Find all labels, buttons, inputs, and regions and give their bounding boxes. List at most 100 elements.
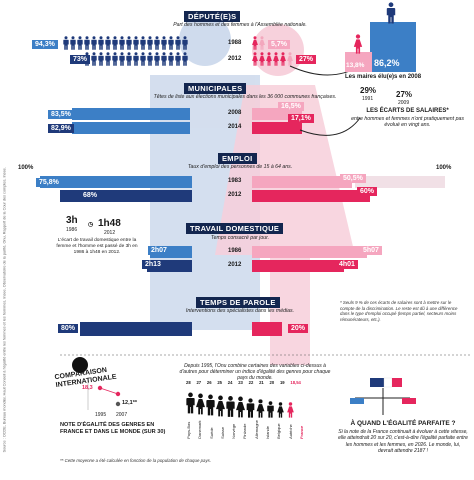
score: 22	[248, 380, 254, 385]
ecart-text: L'écart de travail domestique entre la f…	[56, 238, 138, 255]
travail-women-2012: 4h01	[336, 260, 358, 269]
country-label: Norvège	[231, 423, 237, 439]
score: 27	[196, 380, 202, 385]
row-emploi-women	[252, 176, 445, 202]
maires-men-value: 86,2%	[374, 58, 400, 68]
row-parole-women	[252, 322, 282, 336]
arrow-municipales	[299, 117, 361, 136]
ecart-2012-year: 2012	[104, 230, 116, 236]
municipales-women-2014: 17,1%	[288, 114, 314, 123]
scale-icon	[350, 377, 416, 415]
ecart-2012-value: 1h48	[98, 218, 121, 229]
deputees-women-2012: 27%	[296, 55, 317, 64]
score: 24	[227, 380, 233, 385]
country-label: Suède	[208, 427, 214, 439]
row-municipales-men	[72, 108, 190, 134]
emploi-men-2012: 68%	[80, 191, 101, 200]
emploi-100-left: 100%	[18, 165, 34, 171]
subtitle-emploi: Taux d'emploi des personnes de 15 à 64 a…	[187, 164, 293, 170]
salaires-1991-value: 29%	[360, 86, 377, 95]
country-label: Belgique	[276, 423, 282, 439]
country-label: France	[298, 425, 304, 439]
egalite-text: Si la note de la France continuait à évo…	[338, 429, 468, 454]
score: 26	[206, 380, 212, 385]
country-people-chart	[186, 392, 294, 418]
country-label: Pays-Bas	[186, 421, 191, 439]
comparison-2007-year: 2007	[116, 412, 128, 418]
section-title-municipales: MUNICIPALES	[184, 83, 247, 94]
row-parole-men	[80, 322, 192, 336]
salaires-1991-year: 1991	[362, 96, 374, 102]
year-travail-2012: 2012	[228, 262, 242, 268]
subtitle-parole: Interventions des spécialistes dans les …	[185, 308, 295, 314]
ecart-1986-year: 1986	[66, 227, 78, 233]
country-label: Allemagne	[253, 420, 259, 439]
year-deputees-1988: 1988	[228, 40, 242, 46]
score: 20	[269, 380, 275, 385]
source-credit: Source : OCDE, Bureau mondial, Haut Cons…	[2, 167, 7, 453]
maires-women-value: 13,8%	[346, 62, 365, 69]
year-deputees-2012: 2012	[228, 56, 242, 62]
comparison-intro: Depuis 1995, l'Onu combine certaines des…	[179, 363, 331, 381]
emploi-women-1983: 50,5%	[340, 174, 366, 183]
travail-men-1986: 2h07	[148, 246, 170, 255]
travail-men-2012: 2h13	[142, 260, 164, 269]
country-labels: Pays-Bas Danemark Suède Suisse Norvège F…	[186, 420, 304, 439]
row-deputees-men-1988	[63, 36, 188, 50]
ecart-1986-value: 3h	[66, 215, 78, 226]
section-title-travail: TRAVAIL DOMESTIQUE	[186, 223, 284, 234]
year-emploi-2012: 2012	[228, 192, 242, 198]
comparison-1995-value: 18,3	[82, 385, 93, 391]
section-title-emploi: EMPLOI	[218, 153, 257, 164]
maires-podium	[345, 2, 416, 72]
comparison-footnote: ** Cette moyenne a été calculée en fonct…	[60, 458, 212, 463]
subtitle-municipales: Têtes de liste aux élections municipales…	[153, 94, 337, 100]
year-municipales-2014: 2014	[228, 124, 242, 130]
country-label: Islande	[265, 426, 271, 439]
year-municipales-2008: 2008	[228, 110, 242, 116]
score: 23	[238, 380, 243, 385]
score: 28	[186, 380, 191, 385]
country-scores: 28 27 26 25 24 23 22 21 20 19 18,54	[186, 380, 301, 385]
salaires-2009-value: 27%	[396, 90, 413, 99]
emploi-men-1983: 75,8%	[36, 178, 62, 187]
deputees-women-1988: 5,7%	[268, 40, 290, 49]
clock-icon: ◷	[88, 222, 94, 228]
municipales-men-2008: 83,5%	[48, 110, 74, 119]
municipales-women-2008: 16,5%	[278, 102, 304, 111]
score: 25	[217, 380, 222, 385]
parole-women-value: 20%	[288, 324, 309, 333]
salaires-title: LES ÉCARTS DE SALAIRES*	[366, 108, 449, 114]
deputees-men-2012: 73%	[70, 55, 91, 64]
section-title-parole: TEMPS DE PAROLE	[196, 297, 280, 308]
emploi-women-2012: 60%	[357, 187, 378, 196]
salaires-text: entre hommes et femmes n'ont pratiquemen…	[351, 116, 464, 128]
country-label: Finlande	[242, 423, 248, 439]
row-travail-women	[252, 246, 367, 272]
travail-women-1986: 5h07	[360, 246, 382, 255]
year-travail-1986: 1986	[228, 248, 242, 254]
maires-caption: Les maires élu(e)s en 2008	[345, 74, 422, 80]
subtitle-deputees: Part des hommes et des femmes à l'Assemb…	[173, 22, 307, 28]
row-deputees-men-2012	[84, 52, 188, 66]
municipales-men-2014: 82,9%	[48, 124, 74, 133]
comparison-1995-year: 1995	[95, 412, 107, 418]
parole-men-value: 80%	[58, 324, 79, 333]
comparison-line-chart	[87, 380, 121, 410]
comparison-caption: NOTE D'ÉGALITÉ DES GENRES EN FRANCE ET D…	[60, 422, 166, 435]
salaires-2009-year: 2009	[398, 100, 410, 106]
subtitle-travail: Temps consacré par jour.	[210, 235, 270, 241]
score: 19	[279, 380, 285, 385]
country-label: Autriche	[287, 424, 293, 439]
egalite-title: À QUAND L'ÉGALITÉ PARFAITE ?	[350, 420, 456, 427]
country-label: Suisse	[219, 426, 225, 439]
globe-icon	[72, 357, 88, 373]
score: 18,54	[290, 380, 301, 385]
score: 21	[259, 380, 264, 385]
deputees-men-1988: 94,3%	[32, 40, 58, 49]
country-label: Danemark	[197, 420, 203, 439]
comparison-2007-value: 12,1**	[122, 400, 137, 406]
section-title-deputees: DÉPUTÉ(E)S	[184, 11, 241, 22]
salaires-footnote: * Seuls 9 % de ces écarts de salaires so…	[340, 300, 458, 322]
emploi-100-right: 100%	[436, 165, 452, 171]
